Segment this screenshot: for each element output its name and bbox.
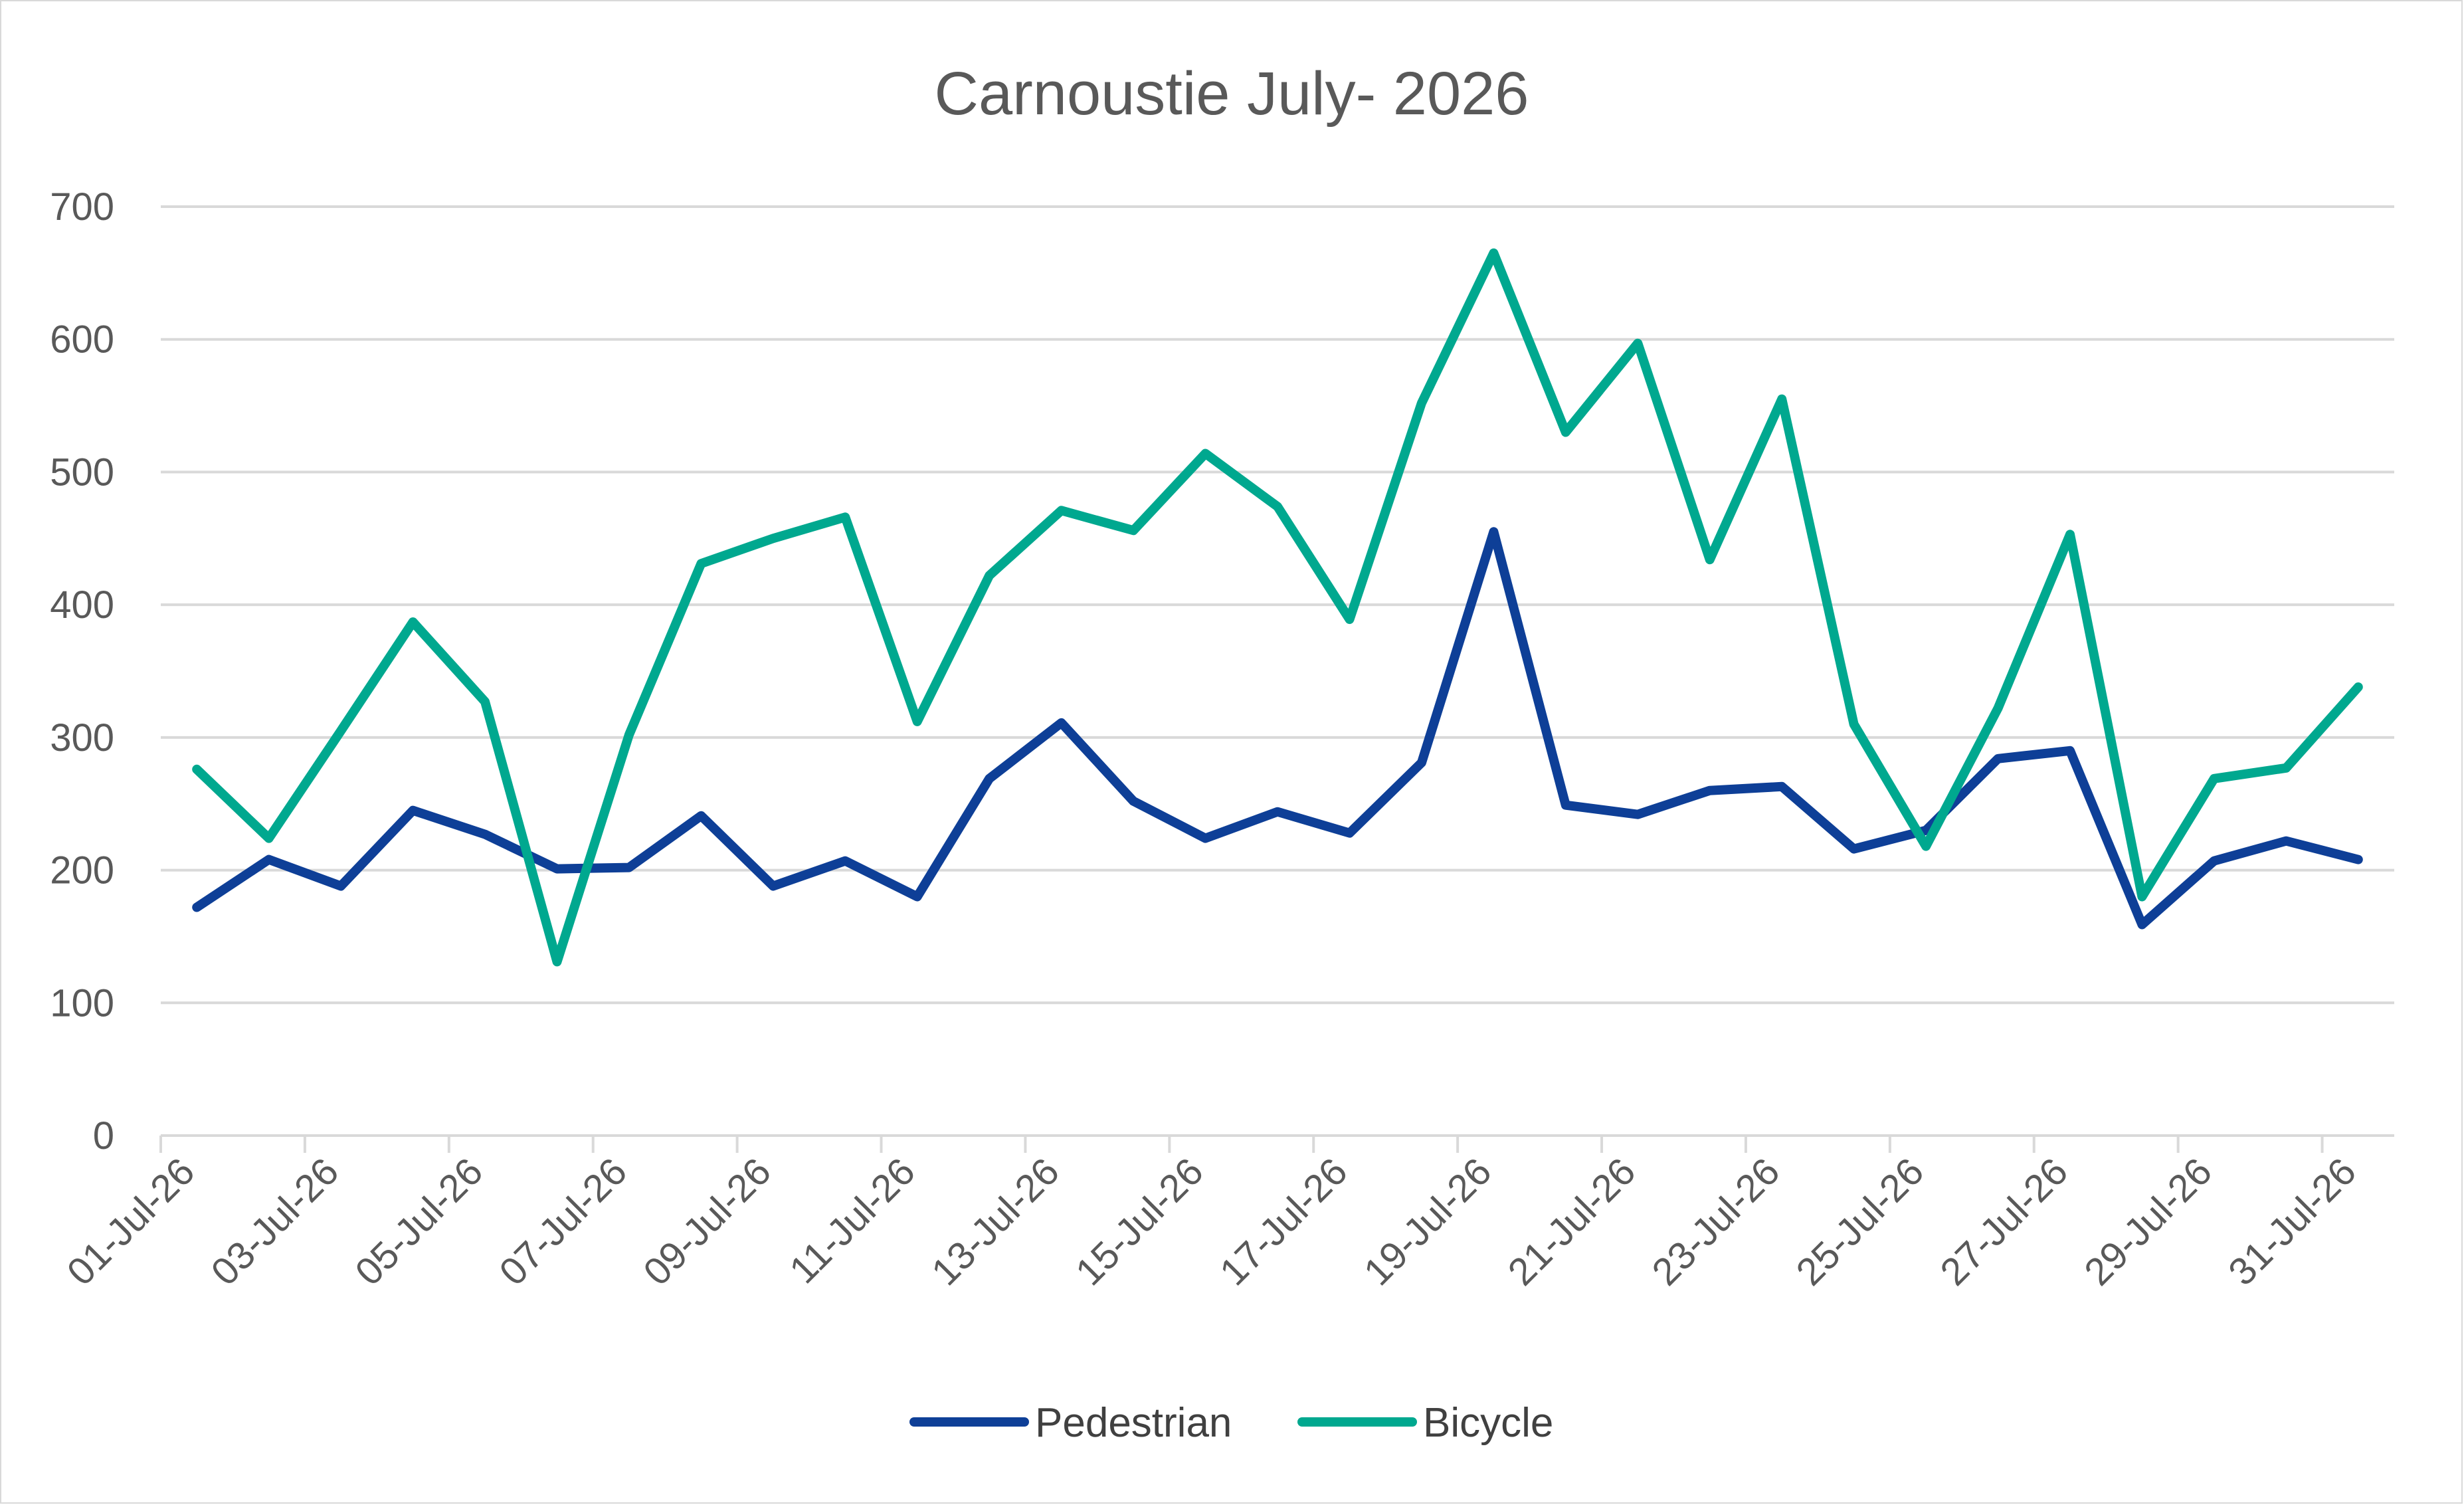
y-tick-label: 700 [50, 185, 114, 229]
x-tick-label: 13-Jul-26 [923, 1150, 1068, 1294]
gridlines [161, 205, 2394, 1137]
x-tick-label: 25-Jul-26 [1788, 1150, 1932, 1294]
y-tick-label: 300 [50, 716, 114, 759]
x-tick-label: 03-Jul-26 [203, 1150, 347, 1294]
x-tick-label: 17-Jul-26 [1212, 1150, 1356, 1294]
legend-label-pedestrian: Pedestrian [1035, 1400, 1232, 1446]
x-tick-label: 07-Jul-26 [491, 1150, 635, 1294]
x-tick-label: 11-Jul-26 [781, 1150, 923, 1292]
y-tick-label: 200 [50, 849, 114, 892]
x-tick-label: 29-Jul-26 [2076, 1150, 2220, 1294]
chart-title: Carnoustie July- 2026 [935, 60, 1529, 128]
y-tick-label: 500 [50, 451, 114, 494]
legend: Pedestrian Bicycle [909, 1400, 1553, 1446]
series-line-pedestrian [192, 527, 2363, 930]
x-axis-ticks: 01-Jul-26 03-Jul-26 05-Jul-26 07-Jul-26 09-J… [58, 1136, 2364, 1294]
y-tick-label: 600 [50, 318, 114, 361]
x-tick-label: 15-Jul-26 [1068, 1150, 1212, 1294]
series-line-bicycle [192, 248, 2363, 967]
y-axis-ticks: 0 100 200 300 400 500 600 700 [50, 185, 114, 1157]
x-tick-label: 27-Jul-26 [1932, 1150, 2076, 1294]
x-tick-label: 05-Jul-26 [347, 1150, 491, 1294]
series-lines [192, 248, 2363, 967]
x-tick-label: 09-Jul-26 [635, 1150, 779, 1294]
x-tick-label: 01-Jul-26 [58, 1150, 203, 1294]
y-tick-label: 100 [50, 981, 114, 1025]
x-tick-label: 31-Jul-26 [2220, 1150, 2364, 1294]
x-tick-label: 23-Jul-26 [1644, 1150, 1788, 1294]
y-tick-label: 400 [50, 583, 114, 627]
legend-label-bicycle: Bicycle [1423, 1400, 1553, 1446]
y-tick-label: 0 [93, 1114, 114, 1157]
x-tick-label: 19-Jul-26 [1356, 1150, 1500, 1294]
x-tick-label: 21-Jul-26 [1500, 1150, 1644, 1294]
